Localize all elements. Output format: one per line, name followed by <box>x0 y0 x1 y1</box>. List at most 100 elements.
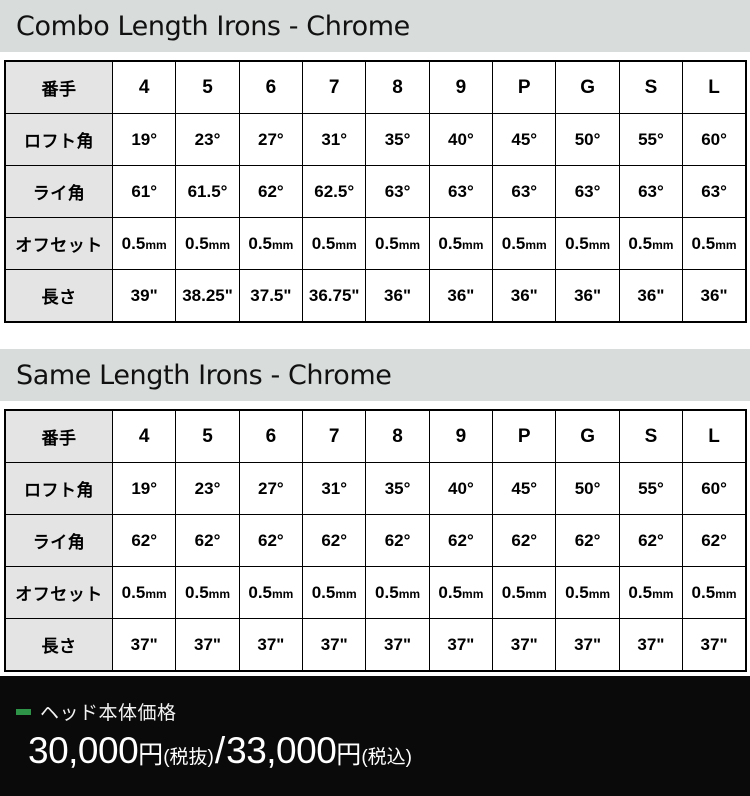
section-divider <box>0 323 750 349</box>
cell-offset-2: 0.5mm <box>238 217 304 270</box>
cell-length-1: 38.25" <box>175 269 240 323</box>
section-title-band-same: Same Length Irons - Chrome <box>0 349 750 401</box>
cell-lie-9: 62° <box>682 514 747 567</box>
offset-value: 0.5 <box>375 582 399 602</box>
cell-offset-3: 0.5mm <box>302 566 367 619</box>
cell-club-4: 8 <box>365 409 430 463</box>
offset-value: 0.5 <box>121 582 146 602</box>
cell-lie-1: 62° <box>175 514 240 567</box>
cell-offset-0: 0.5mm <box>111 217 177 270</box>
cell-lie-1: 61.5° <box>175 165 240 218</box>
table-row-length: 長さ 37" 37" 37" 37" 37" 37" 37" 37" 37" 3… <box>4 618 747 672</box>
cell-loft-9: 60° <box>682 462 747 515</box>
cell-offset-7: 0.5mm <box>555 217 620 270</box>
cell-club-6: P <box>492 60 557 114</box>
cell-club-2: 6 <box>238 60 304 114</box>
offset-unit: mm <box>462 237 484 252</box>
cell-loft-0: 19° <box>111 113 177 166</box>
cell-offset-5: 0.5mm <box>428 217 494 270</box>
cell-lie-8: 62° <box>618 514 684 567</box>
offset-unit: mm <box>208 586 230 601</box>
offset-value: 0.5 <box>121 233 146 253</box>
price-tax-note-excl: (税抜) <box>163 747 214 768</box>
cell-lie-8: 63° <box>618 165 684 218</box>
cell-club-0: 4 <box>111 60 177 114</box>
offset-unit: mm <box>588 586 611 601</box>
offset-unit: mm <box>272 237 294 252</box>
offset-value: 0.5 <box>501 582 526 602</box>
cell-length-7: 36" <box>555 269 620 323</box>
spec-table-wrap-combo: 番手 4 5 6 7 8 9 P G S L ロフト角 19° 23° 27° <box>0 52 750 323</box>
cell-offset-8: 0.5mm <box>618 566 684 619</box>
offset-unit: mm <box>398 237 421 252</box>
cell-length-2: 37.5" <box>238 269 304 323</box>
cell-lie-9: 63° <box>682 165 747 218</box>
table-row-length: 長さ 39" 38.25" 37.5" 36.75" 36" 36" 36" 3… <box>4 269 747 323</box>
offset-value: 0.5 <box>311 233 336 253</box>
row-label-lie: ライ角 <box>4 514 113 567</box>
row-label-lie: ライ角 <box>4 165 113 218</box>
price-yen-symbol-incl: 円 <box>336 741 362 769</box>
offset-unit: mm <box>588 237 611 252</box>
cell-offset-3: 0.5mm <box>302 217 367 270</box>
cell-loft-2: 27° <box>238 113 304 166</box>
spec-table-combo: 番手 4 5 6 7 8 9 P G S L ロフト角 19° 23° 27° <box>4 60 747 323</box>
cell-length-9: 36" <box>682 269 747 323</box>
table-row-club-numbers: 番手 4 5 6 7 8 9 P G S L <box>4 60 747 114</box>
cell-loft-6: 45° <box>492 462 557 515</box>
cell-loft-5: 40° <box>428 462 494 515</box>
price-tax-note-incl: (税込) <box>361 747 412 768</box>
cell-length-6: 37" <box>492 618 557 672</box>
row-label-loft: ロフト角 <box>4 462 113 515</box>
cell-club-1: 5 <box>175 409 240 463</box>
price-yen-symbol-excl: 円 <box>138 741 164 769</box>
table-row-offset: オフセット 0.5mm 0.5mm 0.5mm 0.5mm 0.5mm 0.5m… <box>4 217 747 270</box>
cell-offset-2: 0.5mm <box>238 566 304 619</box>
row-label-length: 長さ <box>4 618 113 672</box>
offset-unit: mm <box>335 237 357 252</box>
cell-loft-8: 55° <box>618 462 684 515</box>
cell-lie-3: 62° <box>302 514 367 567</box>
offset-unit: mm <box>208 237 230 252</box>
cell-loft-1: 23° <box>175 462 240 515</box>
cell-length-5: 36" <box>428 269 494 323</box>
price-amount-excl-tax: 30,000 <box>28 730 139 771</box>
price-separator: / <box>214 730 226 771</box>
cell-loft-7: 50° <box>555 113 620 166</box>
table-row-club-numbers: 番手 4 5 6 7 8 9 P G S L <box>4 409 747 463</box>
cell-loft-1: 23° <box>175 113 240 166</box>
row-label-offset: オフセット <box>4 217 113 270</box>
cell-length-8: 36" <box>618 269 684 323</box>
offset-unit: mm <box>652 237 674 252</box>
offset-value: 0.5 <box>628 582 653 602</box>
section-title-combo: Combo Length Irons - Chrome <box>16 10 410 42</box>
cell-loft-2: 27° <box>238 462 304 515</box>
offset-value: 0.5 <box>438 582 463 602</box>
cell-offset-6: 0.5mm <box>492 217 557 270</box>
section-title-same: Same Length Irons - Chrome <box>16 359 392 391</box>
offset-unit: mm <box>715 586 737 601</box>
offset-unit: mm <box>525 237 547 252</box>
cell-length-4: 37" <box>365 618 430 672</box>
cell-lie-5: 62° <box>428 514 494 567</box>
cell-offset-6: 0.5mm <box>492 566 557 619</box>
cell-offset-5: 0.5mm <box>428 566 494 619</box>
offset-unit: mm <box>145 586 167 601</box>
price-label-row: ヘッド本体価格 <box>16 698 750 725</box>
cell-offset-4: 0.5mm <box>365 566 430 619</box>
section-title-band-combo: Combo Length Irons - Chrome <box>0 0 750 52</box>
cell-length-7: 37" <box>555 618 620 672</box>
cell-length-9: 37" <box>682 618 747 672</box>
cell-club-7: G <box>555 409 620 463</box>
cell-lie-7: 62° <box>555 514 620 567</box>
spec-table-same: 番手 4 5 6 7 8 9 P G S L ロフト角 19° 23° 27° <box>4 409 747 672</box>
cell-length-3: 36.75" <box>302 269 367 323</box>
price-label: ヘッド本体価格 <box>40 703 177 724</box>
cell-loft-4: 35° <box>365 113 430 166</box>
cell-club-1: 5 <box>175 60 240 114</box>
table-row-lie: ライ角 62° 62° 62° 62° 62° 62° 62° 62° 62° … <box>4 514 747 567</box>
cell-loft-6: 45° <box>492 113 557 166</box>
cell-lie-3: 62.5° <box>302 165 367 218</box>
cell-loft-8: 55° <box>618 113 684 166</box>
cell-length-8: 37" <box>618 618 684 672</box>
